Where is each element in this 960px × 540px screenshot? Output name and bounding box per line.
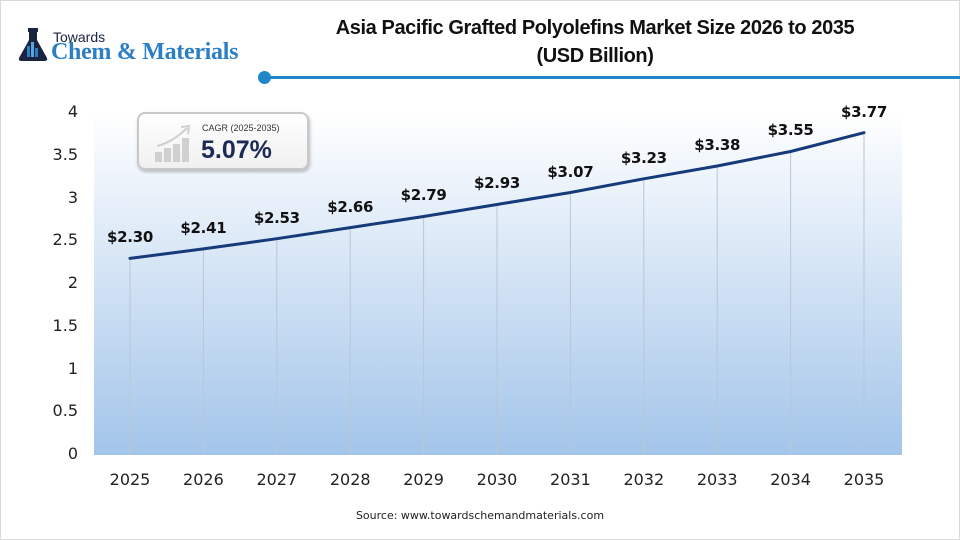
title-line-1: Asia Pacific Grafted Polyolefins Market … bbox=[335, 17, 855, 39]
x-tick-label: 2031 bbox=[550, 470, 591, 489]
flask-icon bbox=[18, 28, 48, 61]
y-tick-label: 2 bbox=[67, 273, 78, 292]
title-line-2: (USD Billion) bbox=[536, 45, 654, 67]
data-point-label: $2.79 bbox=[400, 186, 447, 205]
data-point-label: $3.23 bbox=[620, 148, 667, 167]
x-tick-label: 2033 bbox=[696, 470, 738, 489]
data-point-label: $3.77 bbox=[841, 102, 887, 121]
y-tick-label: 4 bbox=[67, 102, 78, 121]
y-tick-label: 1 bbox=[67, 358, 78, 378]
cagr-callout: CAGR (2025-2035) 5.07% bbox=[137, 112, 309, 170]
x-tick-label: 2028 bbox=[329, 470, 371, 489]
x-tick-label: 2032 bbox=[623, 470, 665, 489]
data-point-label: $2.41 bbox=[180, 218, 227, 237]
chart-title: Asia Pacific Grafted Polyolefins Market … bbox=[270, 14, 920, 70]
plot-area-background bbox=[94, 113, 902, 455]
x-tick-label: 2027 bbox=[256, 470, 298, 489]
x-tick-label: 2029 bbox=[403, 470, 444, 489]
header-rule-dot bbox=[258, 71, 271, 84]
y-tick-label: 2.5 bbox=[52, 230, 78, 250]
brand-main-line: Chem & Materials bbox=[51, 39, 239, 65]
x-tick-label: 2026 bbox=[183, 470, 224, 489]
data-point-label: $2.93 bbox=[474, 174, 520, 193]
x-tick-label: 2025 bbox=[109, 470, 151, 489]
data-point-label: $3.55 bbox=[767, 121, 814, 140]
data-point-label: $3.38 bbox=[694, 136, 741, 154]
cagr-value: 5.07% bbox=[201, 136, 272, 164]
x-tick-label: 2030 bbox=[476, 470, 518, 489]
y-tick-label: 3.5 bbox=[52, 144, 78, 164]
data-point-label: $2.30 bbox=[107, 228, 153, 247]
brand-top-line: Towards bbox=[53, 29, 106, 45]
x-tick-label: 2035 bbox=[843, 470, 885, 489]
brand-logo: Towards Chem & Materials bbox=[16, 24, 256, 68]
data-point-label: $3.07 bbox=[547, 162, 594, 181]
data-line bbox=[128, 131, 866, 260]
y-tick-label: 3 bbox=[67, 187, 78, 207]
y-tick-label: 1.5 bbox=[52, 315, 78, 335]
header-rule bbox=[266, 76, 960, 79]
drop-lines bbox=[129, 132, 865, 455]
y-tick-label: 0 bbox=[67, 444, 78, 463]
data-point-label: $2.53 bbox=[253, 208, 300, 227]
data-point-label: $2.66 bbox=[327, 197, 374, 216]
growth-chart-icon bbox=[155, 124, 191, 162]
x-tick-label: 2034 bbox=[770, 470, 811, 489]
y-tick-label: 0.5 bbox=[52, 401, 78, 421]
source-note: Source: www.towardschemandmaterials.com bbox=[355, 509, 605, 522]
cagr-label: CAGR (2025-2035) bbox=[202, 123, 280, 133]
